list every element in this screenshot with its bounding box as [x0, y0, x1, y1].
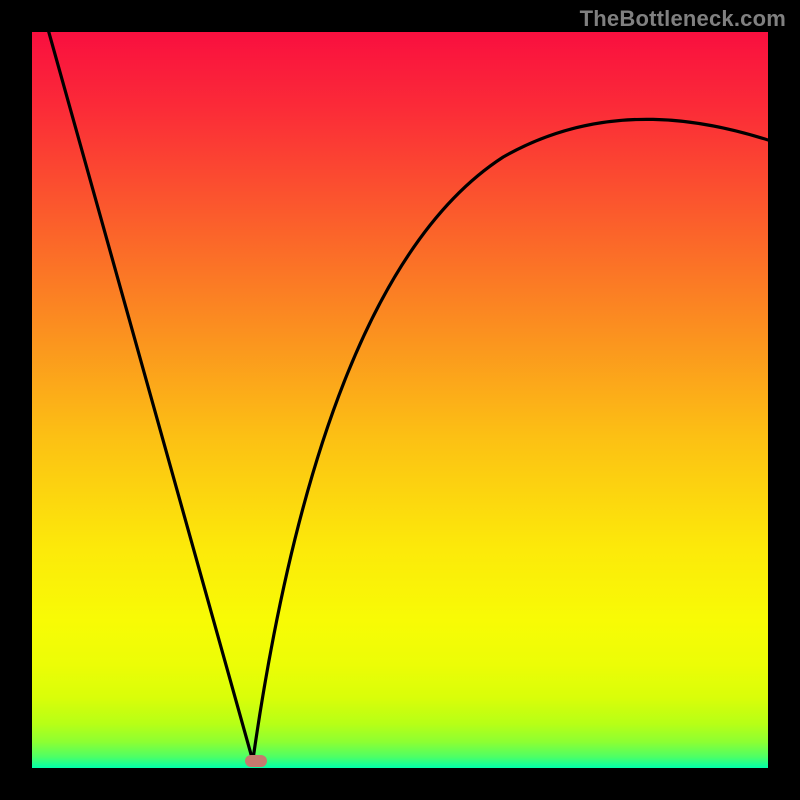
curve-layer: [32, 32, 768, 768]
chart-container: TheBottleneck.com: [0, 0, 800, 800]
minimum-marker: [245, 755, 267, 767]
watermark-text: TheBottleneck.com: [580, 6, 786, 32]
bottleneck-curve: [47, 32, 768, 761]
plot-area: [32, 32, 768, 768]
